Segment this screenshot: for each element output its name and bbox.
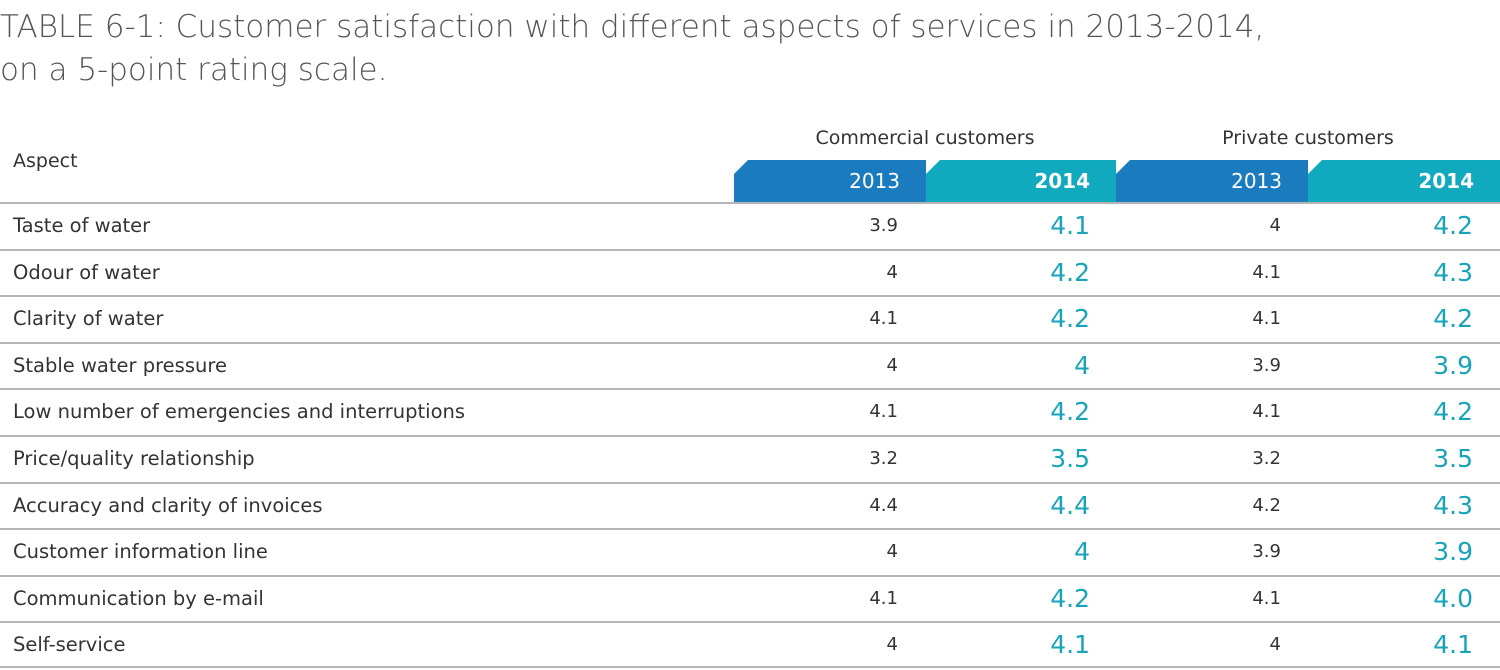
aspect-cell: Self-service <box>13 633 126 657</box>
aspect-cell: Price/quality relationship <box>13 446 255 470</box>
commercial-2014-cell: 4.4 <box>1050 490 1090 520</box>
aspect-cell: Customer information line <box>13 540 268 564</box>
private-2013-cell: 4.1 <box>1252 587 1281 609</box>
commercial-2013-cell: 4.1 <box>869 401 898 423</box>
table-row: Low number of emergencies and interrupti… <box>0 388 1500 435</box>
private-2014-cell: 4.3 <box>1433 490 1473 520</box>
table-row: Price/quality relationship 3.2 3.5 3.2 3… <box>0 434 1500 482</box>
table-row: Odour of water 4 4.2 4.1 4.3 <box>0 248 1500 296</box>
table-row: Accuracy and clarity of invoices 4.4 4.4… <box>0 481 1500 529</box>
table-row: Self-service 4 4.1 4 4.1 <box>0 621 1500 668</box>
private-2014-cell: 3.5 <box>1433 443 1473 473</box>
private-2014-cell: 4.2 <box>1433 397 1473 427</box>
commercial-2013-cell: 4 <box>886 261 898 283</box>
table-title-line-1: TABLE 6-1: Customer satisfaction with di… <box>0 9 1265 45</box>
aspect-cell: Clarity of water <box>13 307 164 331</box>
commercial-2014-cell: 4.1 <box>1050 211 1090 240</box>
aspect-cell: Low number of emergencies and interrupti… <box>13 400 466 424</box>
private-2013-cell: 4.1 <box>1252 401 1281 423</box>
table-row: Customer information line 4 4 3.9 3.9 <box>0 528 1500 575</box>
private-2014-cell: 3.9 <box>1433 350 1473 380</box>
private-2014-cell: 3.9 <box>1433 537 1473 567</box>
private-2013-header: 2013 <box>1116 160 1308 202</box>
private-2013-cell: 3.2 <box>1252 447 1281 469</box>
commercial-2013-cell: 4 <box>886 354 898 376</box>
aspect-cell: Taste of water <box>13 214 151 237</box>
commercial-2014-cell: 4 <box>1074 537 1090 567</box>
private-customers-header: Private customers <box>1222 127 1394 149</box>
aspect-cell: Odour of water <box>13 260 160 284</box>
private-2014-cell: 4.2 <box>1433 304 1473 334</box>
private-2013-cell: 4.1 <box>1252 308 1281 330</box>
table-body: Taste of water 3.9 4.1 4 4.2 Odour of wa… <box>0 202 1500 668</box>
private-2014-cell: 4.1 <box>1433 630 1473 660</box>
private-2013-cell: 3.9 <box>1252 354 1281 376</box>
private-2014-cell: 4.2 <box>1433 211 1473 240</box>
private-2013-cell: 4 <box>1269 215 1281 236</box>
commercial-2014-cell: 4.2 <box>1050 257 1090 287</box>
table-row: Clarity of water 4.1 4.2 4.1 4.2 <box>0 295 1500 342</box>
commercial-2014-cell: 4 <box>1074 350 1090 380</box>
private-2013-cell: 4.2 <box>1252 494 1281 516</box>
commercial-2014-header: 2014 <box>926 160 1116 202</box>
commercial-2014-cell: 4.2 <box>1050 304 1090 334</box>
aspect-column-header: Aspect <box>13 150 78 172</box>
commercial-2013-cell: 3.9 <box>869 215 898 236</box>
commercial-2014-cell: 4.1 <box>1050 630 1090 660</box>
table-title: TABLE 6-1: Customer satisfaction with di… <box>0 6 1490 92</box>
commercial-2013-cell: 4.1 <box>869 587 898 609</box>
commercial-2014-cell: 3.5 <box>1050 443 1090 473</box>
commercial-2013-cell: 4.1 <box>869 308 898 330</box>
commercial-2013-cell: 3.2 <box>869 447 898 469</box>
private-2014-header: 2014 <box>1308 160 1500 202</box>
table-row: Stable water pressure 4 4 3.9 3.9 <box>0 341 1500 389</box>
commercial-2013-header: 2013 <box>734 160 926 202</box>
commercial-customers-header: Commercial customers <box>815 127 1035 149</box>
commercial-2013-cell: 4 <box>886 634 898 656</box>
commercial-2013-cell: 4 <box>886 541 898 563</box>
private-2014-cell: 4.3 <box>1433 257 1473 287</box>
aspect-cell: Accuracy and clarity of invoices <box>13 493 323 517</box>
private-2013-cell: 3.9 <box>1252 541 1281 563</box>
private-2013-cell: 4 <box>1269 634 1281 656</box>
aspect-cell: Stable water pressure <box>13 353 227 377</box>
table-title-line-2: on a 5-point rating scale. <box>0 52 388 88</box>
commercial-2014-cell: 4.2 <box>1050 397 1090 427</box>
aspect-cell: Communication by e-mail <box>13 586 264 610</box>
private-2013-cell: 4.1 <box>1252 261 1281 283</box>
commercial-2014-cell: 4.2 <box>1050 583 1090 613</box>
table-row: Communication by e-mail 4.1 4.2 4.1 4.0 <box>0 574 1500 622</box>
table-row: Taste of water 3.9 4.1 4 4.2 <box>0 202 1500 249</box>
commercial-2013-cell: 4.4 <box>869 494 898 516</box>
private-2014-cell: 4.0 <box>1433 583 1473 613</box>
